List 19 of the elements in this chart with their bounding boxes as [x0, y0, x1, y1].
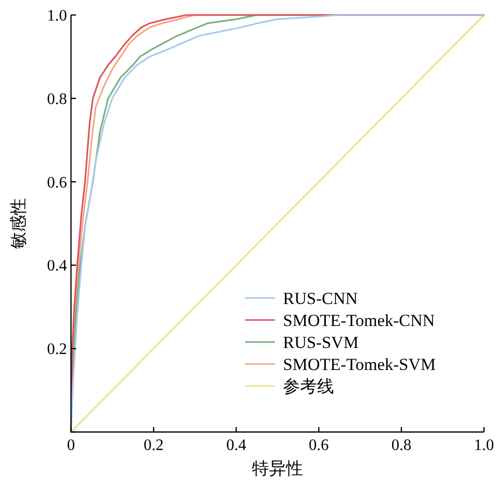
x-tick-label: 0: [67, 437, 75, 454]
x-axis-title: 特异性: [252, 459, 303, 478]
legend-label: 参考线: [283, 377, 334, 396]
legend-label: SMOTE-Tomek-CNN: [283, 311, 435, 330]
x-tick-label: 0.8: [391, 437, 412, 454]
x-tick-label: 0.4: [226, 437, 246, 454]
y-tick-label: 0.2: [47, 341, 67, 358]
y-axis-title: 敏感性: [9, 198, 28, 249]
x-tick-label: 1.0: [474, 437, 494, 454]
x-tick-label: 0.6: [308, 437, 329, 454]
line-series: [70, 14, 485, 433]
legend-label: RUS-SVM: [283, 333, 359, 352]
legend-label: RUS-CNN: [283, 289, 358, 308]
y-tick-label: 0.8: [47, 90, 67, 108]
y-tick-label: 1.0: [47, 8, 67, 24]
y-tick-label: 0.4: [47, 258, 67, 275]
y-tick-label: 0.6: [47, 174, 67, 192]
x-tick-label: 0.2: [144, 437, 164, 454]
legend-label: SMOTE-Tomek-SVM: [283, 355, 436, 374]
